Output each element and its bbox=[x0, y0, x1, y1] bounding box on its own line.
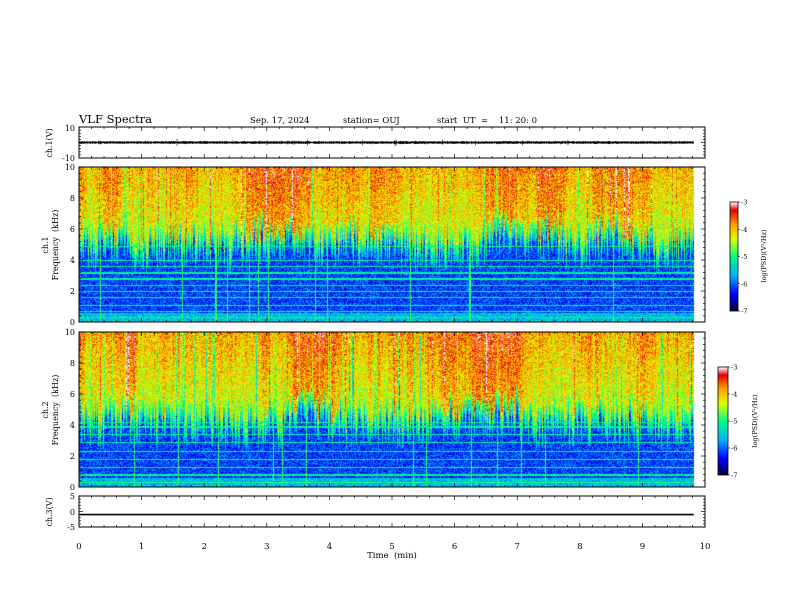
colorbar-tick-label: -5 bbox=[731, 418, 737, 426]
ch1-spectrogram-ylabel-channel: ch.1 bbox=[41, 236, 50, 253]
time-tick-label: 8 bbox=[577, 542, 582, 552]
frequency-tick-label: 2 bbox=[70, 452, 75, 461]
frequency-tick-label: 0 bbox=[70, 483, 75, 492]
time-tick-label: 0 bbox=[76, 542, 81, 552]
colorbar-tick-label: -7 bbox=[731, 472, 737, 480]
ch1-ytick-bottom: -10 bbox=[62, 154, 75, 163]
frequency-tick-label: 4 bbox=[70, 421, 75, 430]
time-tick-label: 4 bbox=[327, 542, 332, 552]
time-tick-label: 1 bbox=[139, 542, 144, 552]
ch3-waveform-ylabel: ch.3(V) bbox=[45, 497, 54, 526]
figure-title: VLF Spectra bbox=[78, 112, 152, 126]
ch2-spectrogram-ylabel-frequency: Frequency (kHz) bbox=[51, 375, 60, 446]
frequency-tick-label: 10 bbox=[65, 163, 75, 172]
ch2-colorbar-tick-labels: -3 -4 -5 -6 -7 bbox=[728, 364, 737, 480]
ch1-spectrogram-image bbox=[79, 167, 705, 322]
ch3-waveform-ticks bbox=[78, 495, 706, 528]
time-tick-label: 3 bbox=[264, 542, 269, 552]
time-tick-label: 6 bbox=[452, 542, 457, 552]
time-tick-label: 5 bbox=[389, 542, 394, 552]
ch1-waveform-panel: 10 -10 ch.1(V) bbox=[45, 124, 706, 163]
colorbar-tick-label: -6 bbox=[741, 280, 747, 288]
ch1-waveform-path bbox=[78, 138, 694, 147]
frequency-tick-label: 8 bbox=[70, 359, 75, 368]
start-time-label: start UT = 11: 20: 0 bbox=[437, 116, 537, 126]
ch2-spectrogram-ylabel-channel: ch.2 bbox=[41, 401, 50, 418]
ch2-colorbar-label: log(PSD)(V²/Hz) bbox=[751, 394, 759, 447]
time-tick-label: 10 bbox=[700, 542, 711, 552]
time-tick-label: 7 bbox=[514, 542, 519, 552]
colorbar-tick-label: -4 bbox=[741, 226, 747, 234]
ch1-waveform-ticks bbox=[78, 126, 706, 159]
ch3-ytick-middle: 0 bbox=[70, 508, 75, 517]
frequency-tick-label: 6 bbox=[70, 225, 75, 234]
ch1-colorbar: -3 -4 -5 -6 -7 log(PSD)(V²/Hz) bbox=[729, 199, 768, 316]
time-axis-label: Time (min) bbox=[367, 550, 417, 561]
ch1-colorbar-label: log(PSD)(V²/Hz) bbox=[760, 229, 768, 282]
ch1-colorbar-tick-labels: -3 -4 -5 -6 -7 bbox=[738, 199, 747, 316]
frequency-tick-label: 10 bbox=[65, 328, 75, 337]
colorbar-tick-label: -6 bbox=[731, 445, 737, 453]
ch3-ytick-bottom: -5 bbox=[67, 523, 75, 532]
ch1-spectrogram-ticks bbox=[78, 166, 706, 323]
ch1-spectrogram-ylabel-frequency: Frequency (kHz) bbox=[51, 210, 60, 281]
time-tick-label: 9 bbox=[640, 542, 645, 552]
ch2-colorbar-gradient bbox=[718, 367, 728, 475]
ch1-ytick-top: 10 bbox=[65, 124, 75, 133]
ch1-waveform-ylabel: ch.1(V) bbox=[45, 128, 54, 157]
ch2-spectrogram-image bbox=[79, 332, 705, 487]
ch2-colorbar: -3 -4 -5 -6 -7 log(PSD)(V²/Hz) bbox=[717, 364, 759, 480]
ch3-ytick-top: 5 bbox=[70, 492, 75, 501]
ch2-spectrogram-ticks bbox=[78, 331, 706, 488]
ch1-frequency-tick-labels: 0 2 4 6 8 10 bbox=[65, 163, 75, 327]
time-tick-label: 2 bbox=[201, 542, 206, 552]
ch1-waveform-trace bbox=[78, 138, 694, 147]
colorbar-tick-label: -3 bbox=[731, 364, 737, 372]
time-axis-tick-labels: 0 1 2 3 4 5 6 7 8 9 10 bbox=[76, 542, 710, 552]
frequency-tick-label: 0 bbox=[70, 318, 75, 327]
date-label: Sep. 17, 2024 bbox=[250, 116, 310, 126]
frequency-tick-label: 2 bbox=[70, 287, 75, 296]
ch2-frequency-tick-labels: 0 2 4 6 8 10 bbox=[65, 328, 75, 492]
station-label: station= OUJ bbox=[343, 116, 400, 126]
frequency-tick-label: 4 bbox=[70, 256, 75, 265]
colorbar-tick-label: -5 bbox=[741, 253, 747, 261]
ch1-colorbar-gradient bbox=[730, 202, 738, 311]
frequency-tick-label: 6 bbox=[70, 390, 75, 399]
ch3-waveform-panel: 5 0 -5 ch.3(V) 0 1 2 3 4 5 6 7 8 9 10 Time (min) bbox=[45, 492, 710, 561]
ch3-waveform-frame bbox=[78, 495, 706, 528]
frequency-tick-label: 8 bbox=[70, 194, 75, 203]
colorbar-tick-label: -3 bbox=[741, 199, 747, 207]
ch2-spectrogram-panel: 0 2 4 6 8 10 ch.2 Frequency (kHz) bbox=[41, 328, 706, 492]
colorbar-tick-label: -7 bbox=[741, 308, 747, 316]
ch1-spectrogram-panel: 0 2 4 6 8 10 ch.1 Frequency (kHz) bbox=[41, 163, 706, 327]
colorbar-tick-label: -4 bbox=[731, 391, 737, 399]
